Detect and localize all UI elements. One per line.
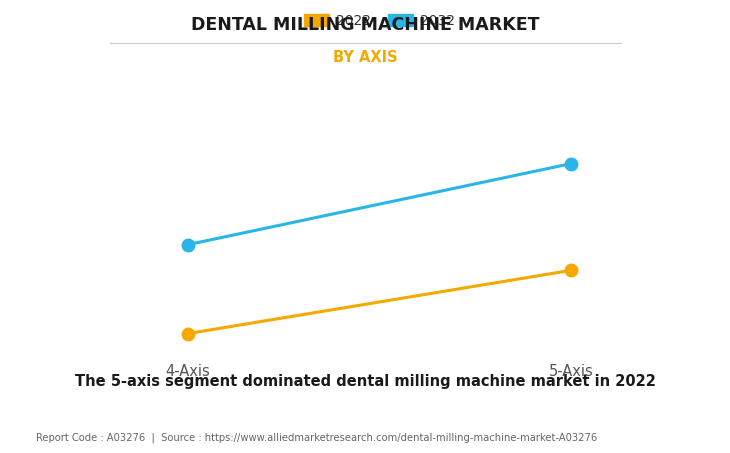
Legend: 2022, 2032: 2022, 2032 bbox=[299, 8, 461, 33]
Text: The 5-axis segment dominated dental milling machine market in 2022: The 5-axis segment dominated dental mill… bbox=[74, 374, 656, 389]
Text: DENTAL MILLING MACHINE MARKET: DENTAL MILLING MACHINE MARKET bbox=[191, 16, 539, 34]
Text: Report Code : A03276  |  Source : https://www.alliedmarketresearch.com/dental-mi: Report Code : A03276 | Source : https://… bbox=[36, 433, 598, 443]
Text: BY AXIS: BY AXIS bbox=[333, 50, 397, 65]
